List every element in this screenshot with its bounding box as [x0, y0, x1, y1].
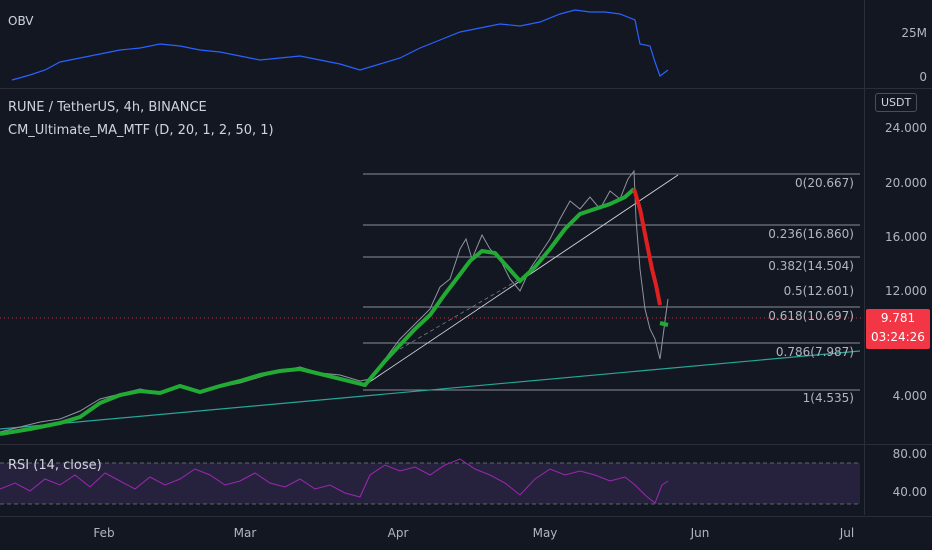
fib-label: 0.786(7.987)	[775, 345, 854, 359]
ma-line-up	[0, 187, 636, 436]
price-chart	[0, 169, 864, 436]
price-pane[interactable]: RUNE / TetherUS, 4h, BINANCE CM_Ultimate…	[0, 89, 864, 444]
date-label: Jun	[690, 526, 710, 540]
date-label: Feb	[93, 526, 115, 540]
symbol-title[interactable]: RUNE / TetherUS, 4h, BINANCE	[8, 100, 207, 115]
date-label: May	[532, 526, 558, 540]
pane-divider[interactable]	[0, 516, 932, 517]
price-tick: 4.000	[892, 389, 927, 403]
date-label: Jul	[839, 526, 855, 540]
obv-pane[interactable]: OBV	[0, 0, 864, 88]
price-tick: 24.000	[885, 121, 927, 135]
pane-divider[interactable]	[0, 88, 932, 89]
rsi-line	[0, 458, 669, 504]
current-price: 9.781	[880, 311, 916, 325]
price-tick: 20.000	[885, 176, 927, 190]
indicator-title[interactable]: CM_Ultimate_MA_MTF (D, 20, 1, 2, 50, 1)	[8, 123, 274, 138]
obv-line	[11, 9, 669, 81]
ma-line-up-end	[659, 321, 669, 327]
time-axis[interactable]: Feb Mar Apr May Jun Jul	[0, 517, 932, 550]
fib-lines	[363, 173, 860, 391]
fib-label: 0(20.667)	[795, 176, 854, 190]
obv-tick: 0	[919, 70, 927, 84]
rsi-axis[interactable]: 80.00 40.00	[864, 445, 932, 515]
date-label: Apr	[387, 526, 409, 540]
pane-divider[interactable]	[0, 444, 932, 445]
rsi-chart	[0, 458, 860, 505]
date-label: Mar	[233, 526, 257, 540]
fib-label: 0.5(12.601)	[783, 284, 854, 298]
trend-line-dashed	[399, 278, 521, 350]
obv-chart	[11, 9, 669, 81]
rsi-tick: 40.00	[892, 485, 927, 499]
fib-label: 0.382(14.504)	[768, 259, 854, 273]
currency-button[interactable]: USDT	[875, 93, 918, 112]
current-price-tag: 9.781 03:24:26	[866, 309, 930, 349]
price-candles	[0, 169, 669, 433]
obv-tick: 25M	[901, 26, 927, 40]
rsi-band	[0, 463, 860, 504]
ma-line-down	[632, 188, 662, 306]
fib-label: 1(4.535)	[802, 391, 854, 405]
fib-label: 0.618(10.697)	[768, 309, 854, 323]
fib-label: 0.236(16.860)	[768, 227, 854, 241]
price-tick: 12.000	[885, 284, 927, 298]
rsi-pane[interactable]: RSI (14, close)	[0, 445, 864, 515]
bar-countdown: 03:24:26	[871, 330, 925, 344]
obv-axis[interactable]: 25M 0	[864, 0, 932, 88]
price-axis[interactable]: 24.000 20.000 16.000 12.000 4.000	[864, 89, 932, 444]
obv-title: OBV	[8, 14, 34, 28]
price-tick: 16.000	[885, 230, 927, 244]
rsi-tick: 80.00	[892, 447, 927, 461]
rsi-title[interactable]: RSI (14, close)	[8, 458, 102, 473]
